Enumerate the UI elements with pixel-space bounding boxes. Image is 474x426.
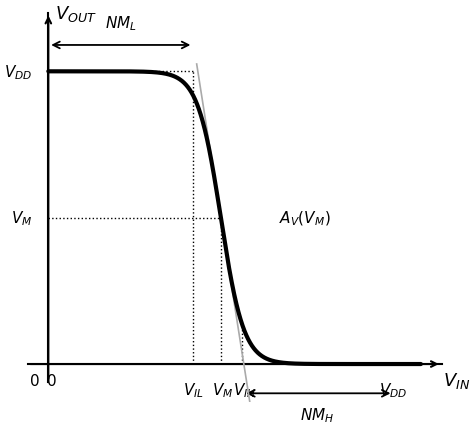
Text: $V_M$: $V_M$ xyxy=(11,209,33,227)
Text: $A_V(V_M)$: $A_V(V_M)$ xyxy=(280,209,331,227)
Text: $V_{IL}$: $V_{IL}$ xyxy=(183,380,204,399)
Text: $NM_H$: $NM_H$ xyxy=(301,405,335,424)
Text: $V_{IN}$: $V_{IN}$ xyxy=(443,370,471,390)
Text: $V_{DD}$: $V_{DD}$ xyxy=(379,380,408,399)
Text: $V_{DD}$: $V_{DD}$ xyxy=(4,63,33,81)
Text: $NM_L$: $NM_L$ xyxy=(105,14,137,33)
Text: $V_{IH}$: $V_{IH}$ xyxy=(233,380,256,399)
Text: $0$: $0$ xyxy=(46,372,57,388)
Text: $V_{OUT}$: $V_{OUT}$ xyxy=(55,4,97,24)
Text: $0$: $0$ xyxy=(29,372,40,388)
Text: $V_M$: $V_M$ xyxy=(212,380,233,399)
